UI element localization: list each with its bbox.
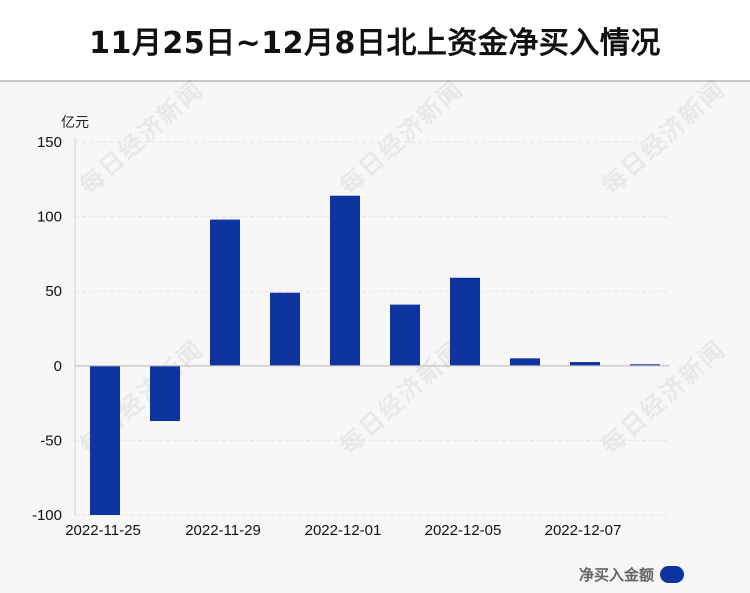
x-tick-label: 2022-11-25 [65, 522, 141, 539]
legend: 净买入金额 [579, 564, 684, 584]
y-tick-label: 0 [54, 358, 62, 375]
y-tick-label: 150 [37, 134, 62, 151]
y-tick-label: -50 [40, 432, 62, 449]
chart-title: 11月25日~12月8日北上资金净买入情况 [89, 26, 661, 61]
legend-label: 净买入金额 [578, 565, 654, 584]
x-tick-label: 2022-12-07 [545, 522, 622, 539]
y-tick-label: 100 [37, 209, 62, 226]
bar [510, 358, 540, 366]
bar [630, 364, 660, 366]
legend-swatch [660, 565, 684, 583]
bar [150, 365, 180, 422]
bar [450, 277, 480, 366]
title-bar: 11月25日~12月8日北上资金净买入情况 [0, 0, 750, 82]
bar [330, 195, 360, 366]
y-axis-unit: 亿元 [61, 115, 89, 131]
bar [90, 365, 120, 515]
bar [210, 219, 240, 366]
bar [270, 292, 300, 366]
y-tick-label: 50 [45, 283, 62, 300]
x-tick-label: 2022-11-29 [185, 522, 261, 539]
x-tick-label: 2022-12-01 [305, 522, 382, 539]
bar [570, 362, 600, 366]
x-tick-label: 2022-12-05 [425, 522, 502, 539]
bar [390, 304, 420, 366]
y-tick-label: -100 [32, 507, 62, 524]
